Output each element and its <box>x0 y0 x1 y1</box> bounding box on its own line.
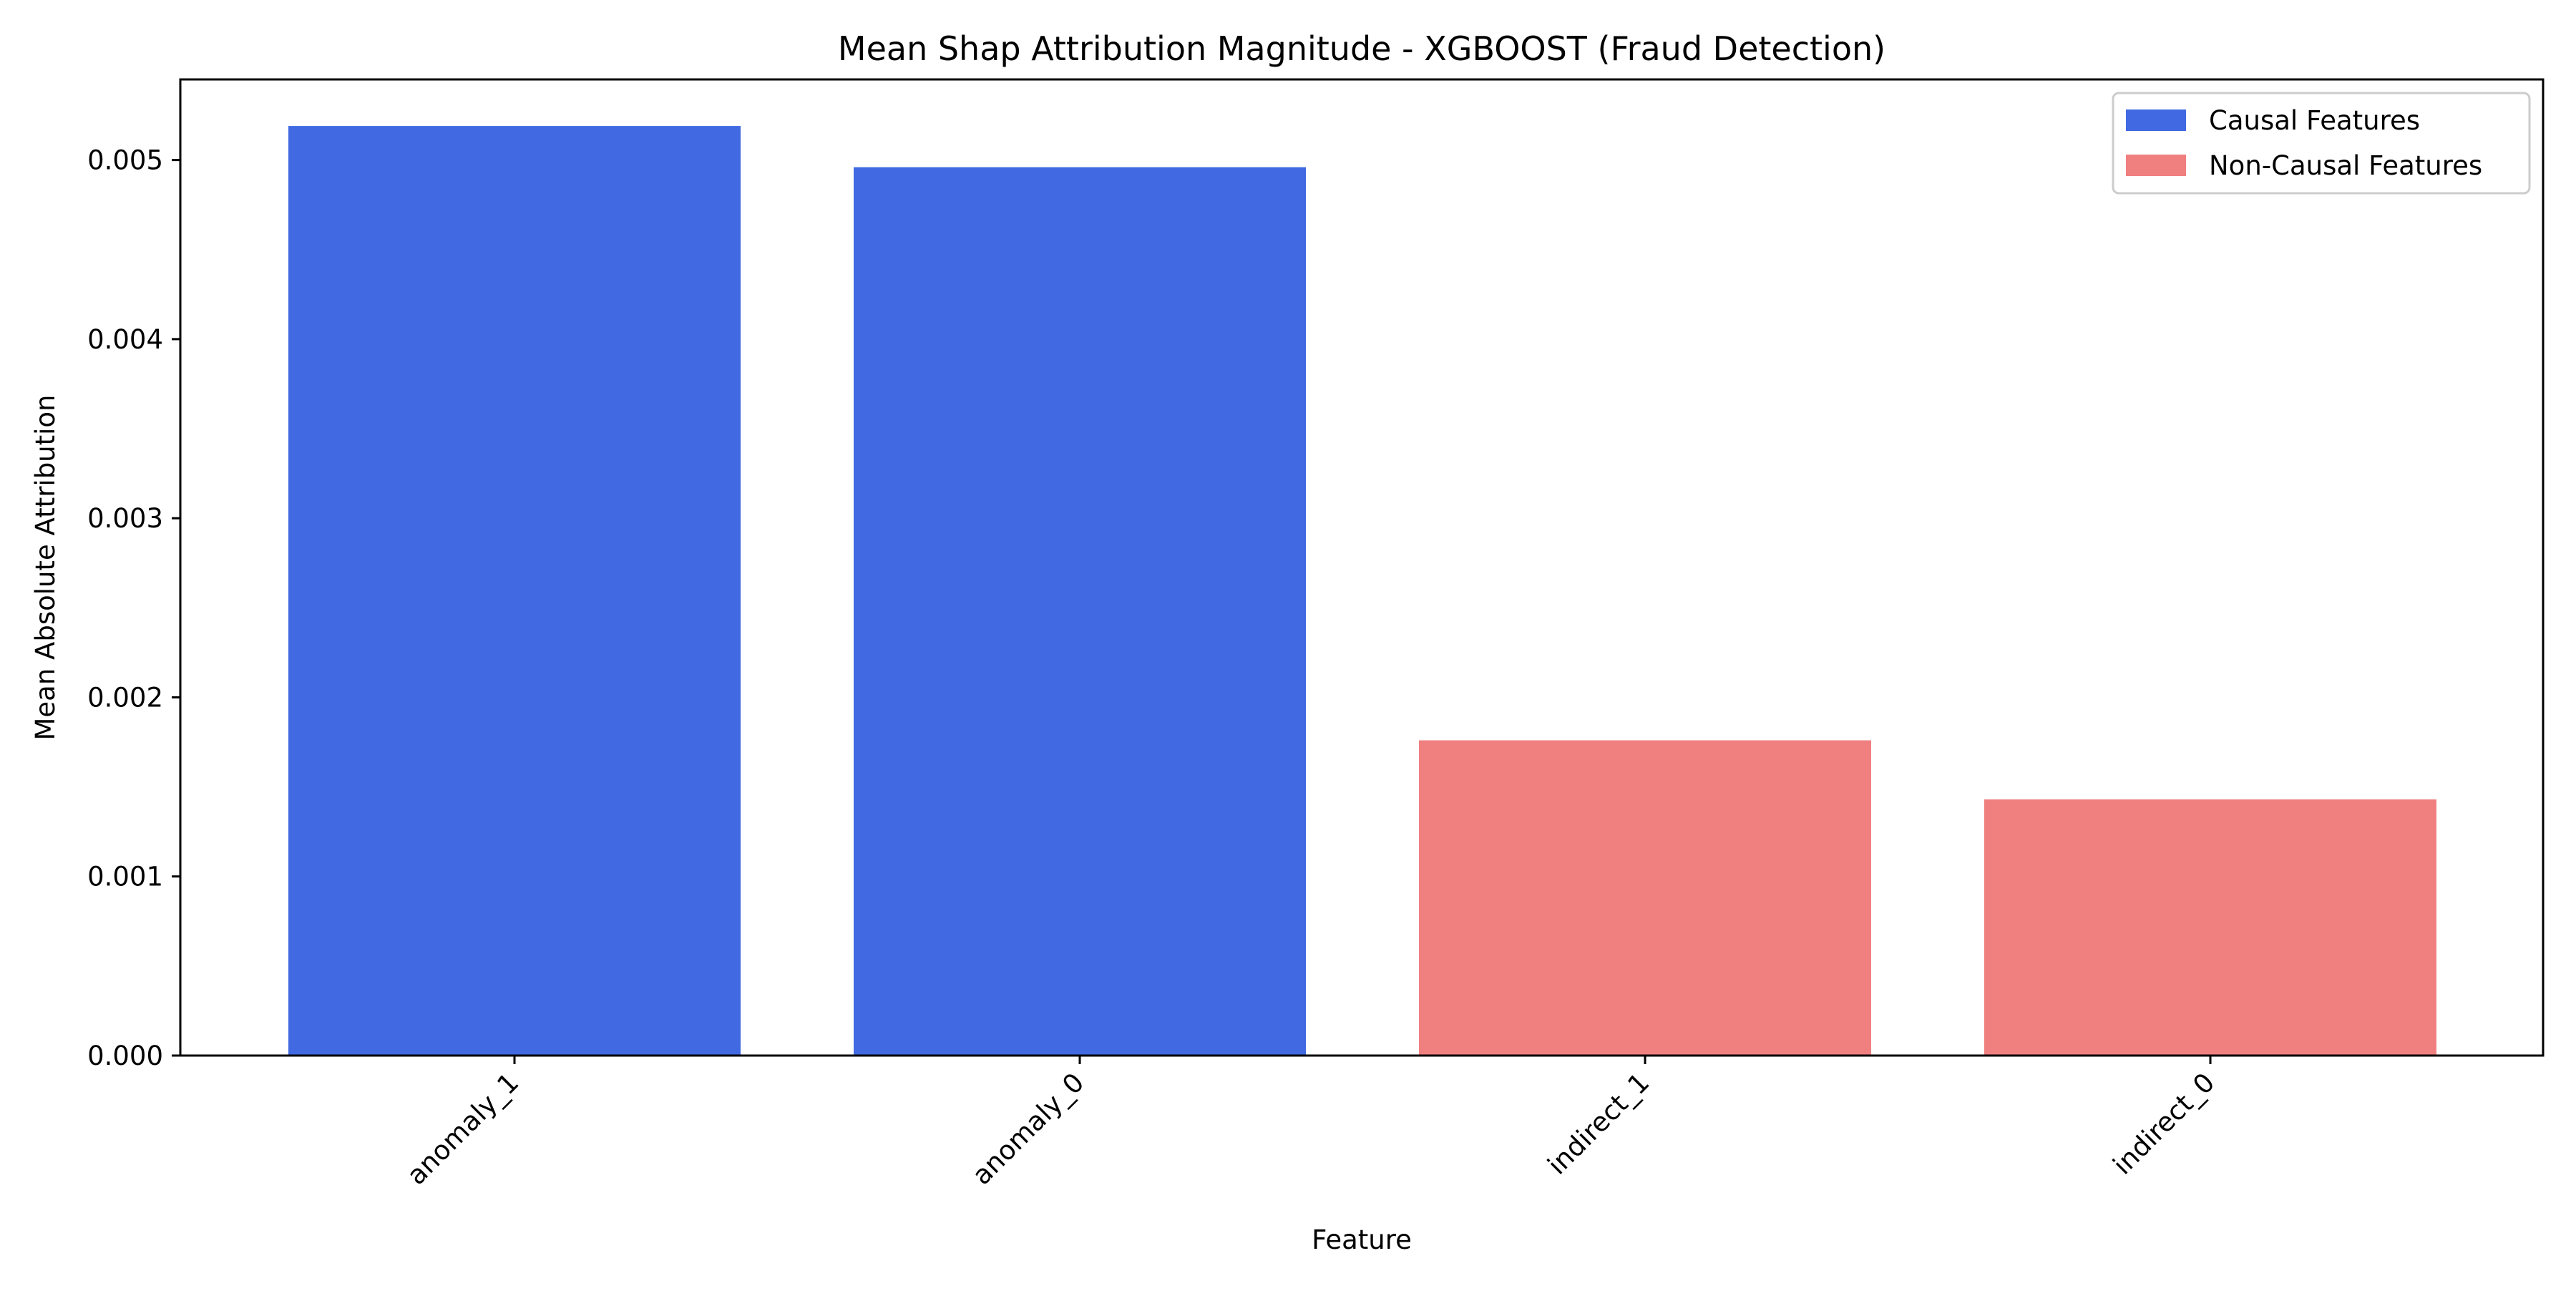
y-tick-label: 0.002 <box>87 682 163 713</box>
chart-title: Mean Shap Attribution Magnitude - XGBOOS… <box>838 29 1885 68</box>
y-axis-label: Mean Absolute Attribution <box>30 394 61 740</box>
x-tick-label: anomaly_1 <box>401 1067 525 1191</box>
bar-anomaly-1 <box>288 126 741 1056</box>
y-tick-label: 0.000 <box>87 1041 163 1071</box>
y-tick-label: 0.005 <box>87 145 163 176</box>
x-axis-label: Feature <box>1312 1224 1412 1255</box>
plot-frame <box>179 78 2545 1057</box>
plot-layer <box>288 126 2436 1056</box>
legend-swatch-causal <box>2126 109 2186 131</box>
x-tick-label: indirect_0 <box>2107 1067 2221 1181</box>
bar-indirect-0 <box>1984 799 2436 1056</box>
legend-swatch-non-causal <box>2126 155 2186 176</box>
bar-indirect-1 <box>1419 740 1871 1056</box>
y-tick-label: 0.004 <box>87 324 163 355</box>
x-tick-label: indirect_1 <box>1542 1067 1656 1181</box>
y-tick-label: 0.003 <box>87 503 163 534</box>
y-tick-label: 0.001 <box>87 862 163 892</box>
legend-label-causal: Causal Features <box>2209 105 2420 136</box>
legend: Causal Features Non-Causal Features <box>2112 92 2531 195</box>
x-tick-label: anomaly_0 <box>966 1067 1090 1191</box>
bar-anomaly-0 <box>854 167 1306 1056</box>
legend-label-non-causal: Non-Causal Features <box>2209 150 2482 181</box>
legend-box <box>2112 92 2531 195</box>
